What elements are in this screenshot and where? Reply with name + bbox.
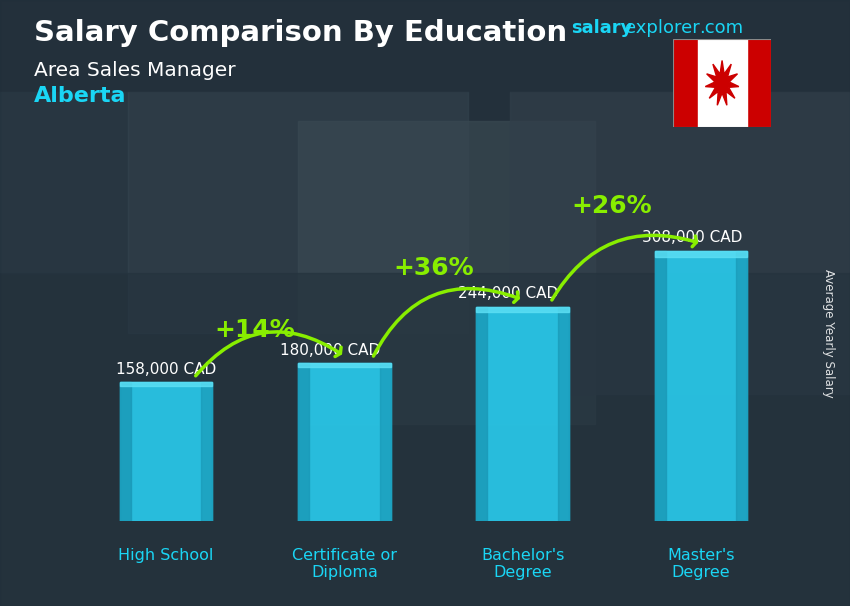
Bar (476, 307, 487, 521)
Bar (298, 363, 391, 367)
Text: High School: High School (118, 548, 213, 562)
Bar (558, 307, 569, 521)
Text: +36%: +36% (394, 256, 473, 280)
Bar (0, 273, 850, 606)
Polygon shape (706, 61, 739, 105)
Bar (654, 250, 747, 258)
Bar (0, 91, 128, 273)
Text: Average Yearly Salary: Average Yearly Salary (822, 269, 836, 398)
Bar (510, 91, 850, 394)
Bar (120, 382, 212, 386)
Text: salary: salary (571, 19, 632, 38)
Text: 308,000 CAD: 308,000 CAD (642, 230, 742, 245)
Bar (128, 91, 468, 333)
Bar (298, 121, 595, 424)
Bar (698, 39, 746, 127)
Bar (476, 307, 569, 521)
Bar (0, 0, 850, 91)
Bar (201, 382, 212, 521)
Bar (736, 250, 747, 521)
Text: 158,000 CAD: 158,000 CAD (116, 362, 217, 377)
Text: Certificate or
Diploma: Certificate or Diploma (292, 548, 397, 580)
Text: Master's
Degree: Master's Degree (667, 548, 734, 580)
Text: Bachelor's
Degree: Bachelor's Degree (481, 548, 564, 580)
Text: .com: .com (699, 19, 743, 38)
Text: 180,000 CAD: 180,000 CAD (280, 343, 380, 358)
Text: +26%: +26% (571, 194, 652, 218)
Text: explorer: explorer (625, 19, 700, 38)
Bar (476, 307, 569, 312)
Bar (654, 250, 666, 521)
Bar (120, 382, 131, 521)
Text: Salary Comparison By Education: Salary Comparison By Education (34, 19, 567, 47)
Text: +14%: +14% (215, 318, 296, 342)
Bar (298, 363, 391, 521)
Text: Alberta: Alberta (34, 86, 127, 106)
Bar (380, 363, 391, 521)
Text: 244,000 CAD: 244,000 CAD (458, 287, 558, 301)
Text: Area Sales Manager: Area Sales Manager (34, 61, 235, 79)
Bar (654, 250, 747, 521)
Bar (120, 382, 212, 521)
Bar (298, 363, 309, 521)
